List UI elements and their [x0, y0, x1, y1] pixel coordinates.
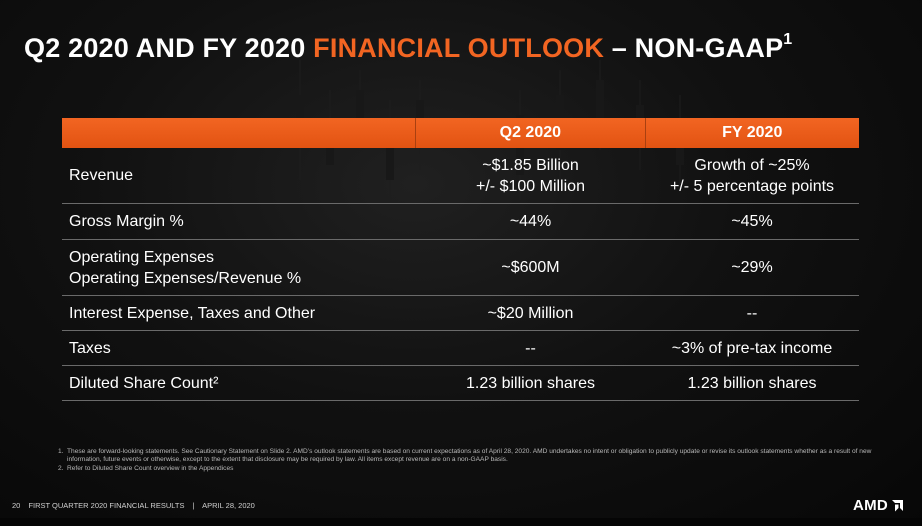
amd-logo: AMD	[853, 497, 904, 514]
row-label: Revenue	[62, 165, 416, 186]
q2-value-line: 1.23 billion shares	[466, 374, 595, 392]
outlook-table: Q2 2020 FY 2020 Revenue ~$1.85 Billion +/-…	[62, 118, 859, 401]
footnote-text: Refer to Diluted Share Count overview in…	[67, 464, 234, 472]
row-label-line: Diluted Share Count²	[69, 374, 219, 392]
q2-value: ~44%	[416, 211, 645, 232]
fy-value: ~45%	[645, 211, 859, 232]
q2-value: 1.23 billion shares	[416, 373, 645, 394]
fy-value-line: --	[746, 304, 758, 322]
row-label-line: Interest Expense, Taxes and Other	[69, 304, 316, 322]
fy-value: 1.23 billion shares	[645, 373, 859, 394]
q2-value-line: --	[525, 339, 536, 357]
table-header: Q2 2020 FY 2020	[62, 118, 859, 148]
footnotes: 1. These are forward-looking statements.…	[58, 448, 888, 473]
slide-title: Q2 2020 AND FY 2020 FINANCIAL OUTLOOK – …	[24, 31, 904, 64]
q2-value: ~$1.85 Billion +/- $100 Million	[416, 155, 645, 197]
table-row: Operating Expenses Operating Expenses/Rev…	[62, 240, 859, 296]
footnote-1: 1. These are forward-looking statements.…	[58, 448, 888, 465]
table-row: Interest Expense, Taxes and Other ~$20 Mi…	[62, 296, 859, 331]
row-label-line: Gross Margin %	[69, 213, 184, 230]
table-row: Taxes -- ~3% of pre-tax income	[62, 331, 859, 366]
row-label-line: Operating Expenses	[69, 248, 214, 266]
footnote-text: These are forward-looking statements. Se…	[67, 448, 872, 464]
q2-value: ~$20 Million	[416, 303, 645, 324]
q2-value: --	[416, 338, 645, 359]
title-highlight: FINANCIAL OUTLOOK	[313, 33, 605, 63]
row-label-line: Revenue	[69, 167, 134, 184]
row-label: Operating Expenses Operating Expenses/Rev…	[62, 247, 416, 289]
fy-value-line: ~29%	[731, 259, 773, 276]
row-label: Diluted Share Count²	[62, 373, 416, 394]
fy-value-line: ~3% of pre-tax income	[671, 339, 833, 357]
footer-divider: |	[192, 501, 195, 510]
footnote-number: 1.	[58, 448, 64, 455]
q2-value-line: ~$600M	[501, 259, 560, 276]
q2-value-line: ~$1.85 Billion	[482, 156, 579, 174]
fy-value: --	[645, 303, 859, 324]
fy-value-line: 1.23 billion shares	[687, 374, 817, 392]
table-row: Revenue ~$1.85 Billion +/- $100 Million Gro…	[62, 148, 859, 204]
header-q2-2020: Q2 2020	[499, 124, 562, 141]
fy-value-line: ~45%	[731, 213, 773, 230]
header-fy-2020: FY 2020	[722, 124, 783, 141]
deck-title: FIRST QUARTER 2020 FINANCIAL RESULTS	[28, 501, 185, 510]
fy-value-line: +/- 5 percentage points	[669, 177, 835, 195]
table-row: Gross Margin % ~44% ~45%	[62, 204, 859, 240]
q2-value-line: +/- $100 Million	[476, 177, 585, 195]
q2-value-line: ~44%	[509, 213, 552, 230]
title-part1: Q2 2020 AND FY 2020	[24, 33, 314, 63]
table-body: Revenue ~$1.85 Billion +/- $100 Million Gro…	[62, 148, 859, 401]
fy-value: Growth of ~25% +/- 5 percentage points	[645, 155, 859, 197]
title-part2: – NON-GAAP	[604, 33, 784, 63]
page-number: 20	[12, 501, 21, 510]
deck-date: APRIL 28, 2020	[202, 501, 255, 510]
q2-value: ~$600M	[416, 257, 645, 278]
fy-value-line: Growth of ~25%	[694, 156, 810, 174]
table-row: Diluted Share Count² 1.23 billion shares 1…	[62, 366, 859, 401]
fy-value: ~29%	[645, 257, 859, 278]
footnote-2: 2. Refer to Diluted Share Count overview…	[58, 465, 888, 473]
fy-value: ~3% of pre-tax income	[645, 338, 859, 359]
row-label: Gross Margin %	[62, 211, 416, 232]
header-divider	[415, 118, 417, 148]
amd-arrow-icon	[892, 500, 904, 512]
row-label-line: Taxes	[69, 339, 111, 357]
slide-footer: 20 FIRST QUARTER 2020 FINANCIAL RESULTS …	[12, 501, 261, 510]
bottom-strip	[0, 518, 922, 526]
title-footnote-marker: 1	[783, 31, 793, 48]
row-label: Interest Expense, Taxes and Other	[62, 303, 416, 324]
logo-text: AMD	[853, 497, 889, 514]
header-label-column	[62, 118, 415, 148]
row-label-line: Operating Expenses/Revenue %	[69, 269, 302, 287]
header-divider	[644, 118, 646, 148]
footnote-number: 2.	[58, 464, 64, 472]
row-label: Taxes	[62, 338, 416, 359]
q2-value-line: ~$20 Million	[487, 304, 574, 322]
